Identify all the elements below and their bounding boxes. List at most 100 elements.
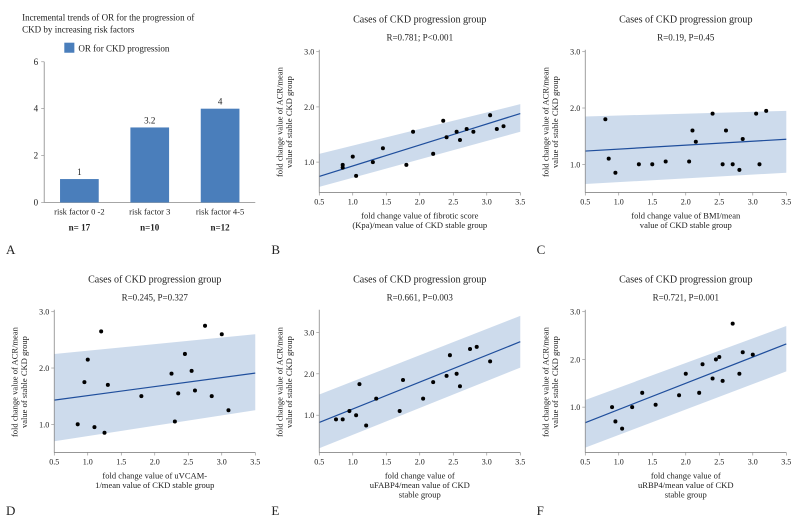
svg-text:2.0: 2.0 — [305, 370, 315, 379]
svg-text:fold change value of ACR/meanv: fold change value of ACR/meanvalue of st… — [275, 327, 294, 438]
svg-text:2.0: 2.0 — [415, 198, 425, 207]
svg-text:2.0: 2.0 — [680, 458, 690, 467]
bar-plot-area: 0 2 4 6 1 risk factor 0 -2 n= 17 3.2 risk factor… — [34, 57, 256, 233]
scatter-f: Cases of CKD progression group R=0.721, P… — [535, 264, 796, 520]
svg-text:3.0: 3.0 — [747, 458, 757, 467]
svg-text:2.5: 2.5 — [449, 458, 459, 467]
scatter-c: Cases of CKD progression group R=0.19, P=… — [535, 4, 796, 260]
svg-text:R=0.721, P=0.001: R=0.721, P=0.001 — [652, 293, 718, 303]
svg-text:3.0: 3.0 — [217, 458, 227, 467]
svg-text:0.5: 0.5 — [315, 198, 325, 207]
svg-text:1.0: 1.0 — [613, 198, 623, 207]
svg-text:1.0: 1.0 — [348, 198, 358, 207]
panel-a: Incremental trends of OR for the progres… — [4, 4, 265, 260]
scatter-e: Cases of CKD progression group R=0.661, P… — [269, 264, 530, 520]
legend-swatch — [64, 43, 74, 53]
svg-text:fold change value ofuRBP4/mean: fold change value ofuRBP4/mean value of … — [638, 471, 734, 500]
svg-text:R=0.661, P=0.003: R=0.661, P=0.003 — [387, 293, 454, 303]
svg-text:n= 17: n= 17 — [69, 223, 91, 233]
legend-label: OR for CKD progression — [78, 44, 170, 54]
svg-text:1.5: 1.5 — [647, 198, 657, 207]
panel-label-d: D — [6, 503, 15, 519]
panel-e: Cases of CKD progression group R=0.661, P… — [269, 264, 530, 520]
svg-text:2.0: 2.0 — [39, 364, 49, 373]
svg-text:0.5: 0.5 — [315, 458, 325, 467]
svg-text:3.2: 3.2 — [144, 115, 156, 125]
svg-text:Cases of CKD progression group: Cases of CKD progression group — [353, 275, 486, 286]
svg-text:2.0: 2.0 — [570, 356, 580, 365]
svg-text:0.5: 0.5 — [580, 198, 590, 207]
svg-text:Cases of CKD progression group: Cases of CKD progression group — [619, 275, 752, 286]
panel-label-b: B — [271, 242, 280, 258]
svg-text:n=10: n=10 — [140, 223, 160, 233]
panel-label-f: F — [537, 503, 544, 519]
svg-text:4: 4 — [218, 97, 223, 107]
svg-text:2.0: 2.0 — [150, 458, 160, 467]
svg-text:R=0.781; P<0.001: R=0.781; P<0.001 — [387, 33, 454, 43]
svg-text:1.5: 1.5 — [382, 198, 392, 207]
svg-text:3.0: 3.0 — [482, 198, 492, 207]
svg-text:3.5: 3.5 — [516, 198, 526, 207]
svg-text:n=12: n=12 — [210, 223, 230, 233]
svg-text:3.5: 3.5 — [250, 458, 260, 467]
panel-f: Cases of CKD progression group R=0.721, P… — [535, 264, 796, 520]
svg-text:1.5: 1.5 — [116, 458, 126, 467]
svg-text:fold change value of uVCAM-1/m: fold change value of uVCAM-1/mean value … — [95, 471, 214, 490]
svg-text:2.5: 2.5 — [449, 198, 459, 207]
scatter-b: Cases of CKD progression groupR=0.781; P… — [269, 4, 530, 260]
panel-label-c: C — [537, 242, 546, 258]
svg-text:2.5: 2.5 — [714, 458, 724, 467]
svg-text:1.0: 1.0 — [305, 158, 315, 167]
svg-text:1.0: 1.0 — [570, 160, 580, 169]
svg-text:1.0: 1.0 — [348, 458, 358, 467]
svg-text:R=0.19, P=0.45: R=0.19, P=0.45 — [657, 33, 715, 43]
panel-b: Cases of CKD progression groupR=0.781; P… — [269, 4, 530, 260]
svg-text:3.5: 3.5 — [781, 198, 791, 207]
svg-text:1: 1 — [77, 167, 82, 177]
svg-text:2.5: 2.5 — [183, 458, 193, 467]
svg-text:risk factor 0 -2: risk factor 0 -2 — [54, 207, 104, 217]
svg-text:1.0: 1.0 — [305, 411, 315, 420]
svg-text:R=0.245, P=0.327: R=0.245, P=0.327 — [122, 293, 189, 303]
svg-text:fold change value of ACR/meanv: fold change value of ACR/meanvalue of st… — [10, 327, 29, 438]
panel-label-a: A — [6, 242, 15, 258]
svg-text:4: 4 — [34, 104, 39, 114]
scatter-d: Cases of CKD progression group R=0.245, P… — [4, 264, 265, 520]
svg-text:2.5: 2.5 — [714, 198, 724, 207]
panel-a-title-2: CKD by increasing risk factors — [22, 25, 135, 35]
svg-text:3.0: 3.0 — [305, 329, 315, 338]
svg-text:3.0: 3.0 — [570, 48, 580, 57]
svg-text:1.5: 1.5 — [382, 458, 392, 467]
svg-text:Cases of CKD progression group: Cases of CKD progression group — [88, 275, 221, 286]
svg-text:fold change value of ACR/meanv: fold change value of ACR/meanvalue of st… — [275, 66, 294, 177]
panel-d: Cases of CKD progression group R=0.245, P… — [4, 264, 265, 520]
svg-text:1.0: 1.0 — [613, 458, 623, 467]
panel-a-title-1: Incremental trends of OR for the progres… — [22, 13, 194, 23]
svg-text:3.5: 3.5 — [781, 458, 791, 467]
svg-text:3.0: 3.0 — [39, 308, 49, 317]
svg-text:2: 2 — [34, 151, 39, 161]
svg-text:3.0: 3.0 — [747, 198, 757, 207]
svg-text:6: 6 — [34, 57, 39, 67]
panel-c: Cases of CKD progression group R=0.19, P=… — [535, 4, 796, 260]
svg-text:0.5: 0.5 — [49, 458, 59, 467]
svg-text:3.0: 3.0 — [482, 458, 492, 467]
svg-text:2.0: 2.0 — [305, 103, 315, 112]
svg-text:fold change value of ACR/meanv: fold change value of ACR/meanvalue of st… — [540, 327, 559, 438]
svg-text:1.0: 1.0 — [39, 421, 49, 430]
svg-text:1.0: 1.0 — [570, 403, 580, 412]
panel-label-e: E — [271, 503, 279, 519]
svg-text:3.0: 3.0 — [305, 48, 315, 57]
svg-text:1.0: 1.0 — [83, 458, 93, 467]
svg-text:risk factor 3: risk factor 3 — [129, 207, 170, 217]
svg-text:2.0: 2.0 — [570, 104, 580, 113]
bar-chart: Incremental trends of OR for the progres… — [4, 4, 265, 260]
svg-text:0.5: 0.5 — [580, 458, 590, 467]
svg-text:2.0: 2.0 — [415, 458, 425, 467]
svg-text:risk factor 4-5: risk factor 4-5 — [196, 207, 244, 217]
svg-text:1.5: 1.5 — [647, 458, 657, 467]
svg-text:fold change value ofuFABP4/mea: fold change value ofuFABP4/mean value of… — [370, 471, 470, 500]
svg-text:fold change value of fibrotic: fold change value of fibrotic score(Kpa)… — [353, 211, 488, 230]
svg-text:Cases of CKD progression group: Cases of CKD progression group — [619, 15, 752, 26]
svg-text:0: 0 — [34, 198, 39, 208]
